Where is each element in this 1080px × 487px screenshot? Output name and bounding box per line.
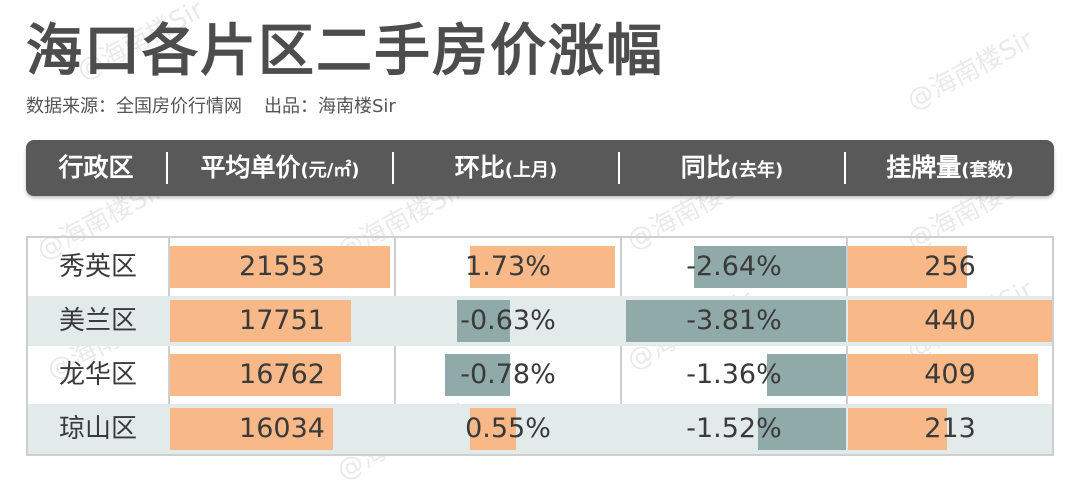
listings-bar [848, 408, 947, 450]
page-title: 海口各片区二手房价涨幅 [26, 19, 664, 84]
subtitle: 数据来源：全国房价行情网 出品：海南楼Sir [26, 94, 396, 120]
header-divider [392, 152, 394, 184]
listings-bar [848, 354, 1038, 396]
header-divider [618, 152, 620, 184]
header-listings: 挂牌量(套数) [886, 153, 1014, 182]
credit: 出品：海南楼Sir [264, 96, 396, 117]
watermark: @海南楼Sir [902, 24, 1039, 117]
data-source: 数据来源：全国房价行情网 [26, 96, 242, 117]
table-row: 秀英区 21553 1.73% -2.64% 256 [28, 242, 1052, 292]
mom-bar [457, 300, 510, 342]
mom-bar [470, 408, 516, 450]
district-label: 琼山区 [58, 414, 137, 444]
header-divider [166, 152, 168, 184]
yoy-value: -3.81% [686, 305, 782, 336]
table-row: 龙华区 16762 -0.78% -1.36% 409 [28, 350, 1052, 400]
listings-value: 213 [924, 413, 976, 444]
price-value: 17751 [239, 305, 325, 336]
price-bar [170, 246, 390, 288]
listings-bar [848, 300, 1052, 342]
mom-bar [470, 246, 615, 288]
header-mom: 环比(上月) [454, 153, 558, 182]
yoy-bar [626, 300, 846, 342]
mom-value: 1.73% [465, 251, 551, 282]
price-bar [170, 408, 333, 450]
listings-bar [848, 246, 967, 288]
column-divider [620, 238, 622, 454]
price-bar [170, 300, 351, 342]
price-value: 16762 [239, 359, 325, 390]
column-divider [394, 238, 396, 454]
column-divider [846, 238, 848, 454]
district-label: 龙华区 [58, 360, 137, 390]
header-divider [844, 152, 846, 184]
table-row: 美兰区 17751 -0.63% -3.81% 440 [28, 296, 1052, 346]
table-row: 琼山区 16034 0.55% -1.52% 213 [28, 404, 1052, 454]
yoy-value: -1.36% [686, 359, 782, 390]
listings-value: 409 [924, 359, 976, 390]
district-label: 美兰区 [58, 306, 137, 336]
header-yoy: 同比(去年) [680, 153, 784, 182]
yoy-bar [758, 408, 846, 450]
data-table: 秀英区 21553 1.73% -2.64% 256 美兰区 17751 -0.63% -3.8… [26, 236, 1054, 456]
table-header: 行政区 平均单价(元/㎡) 环比(上月) 同比(去年) 挂牌量(套数) [26, 140, 1054, 196]
mom-value: -0.78% [460, 359, 556, 390]
mom-value: -0.63% [460, 305, 556, 336]
mom-value: 0.55% [465, 413, 551, 444]
yoy-value: -2.64% [686, 251, 782, 282]
price-value: 21553 [239, 251, 325, 282]
yoy-bar [694, 246, 846, 288]
yoy-value: -1.52% [686, 413, 782, 444]
listings-value: 256 [924, 251, 976, 282]
district-label: 秀英区 [58, 252, 137, 282]
mom-bar [445, 354, 510, 396]
price-value: 16034 [239, 413, 325, 444]
header-price: 平均单价(元/㎡) [200, 153, 360, 182]
price-bar [170, 354, 341, 396]
listings-value: 440 [924, 305, 976, 336]
yoy-bar [767, 354, 846, 396]
column-divider [168, 238, 170, 454]
header-district: 行政区 [58, 153, 134, 182]
